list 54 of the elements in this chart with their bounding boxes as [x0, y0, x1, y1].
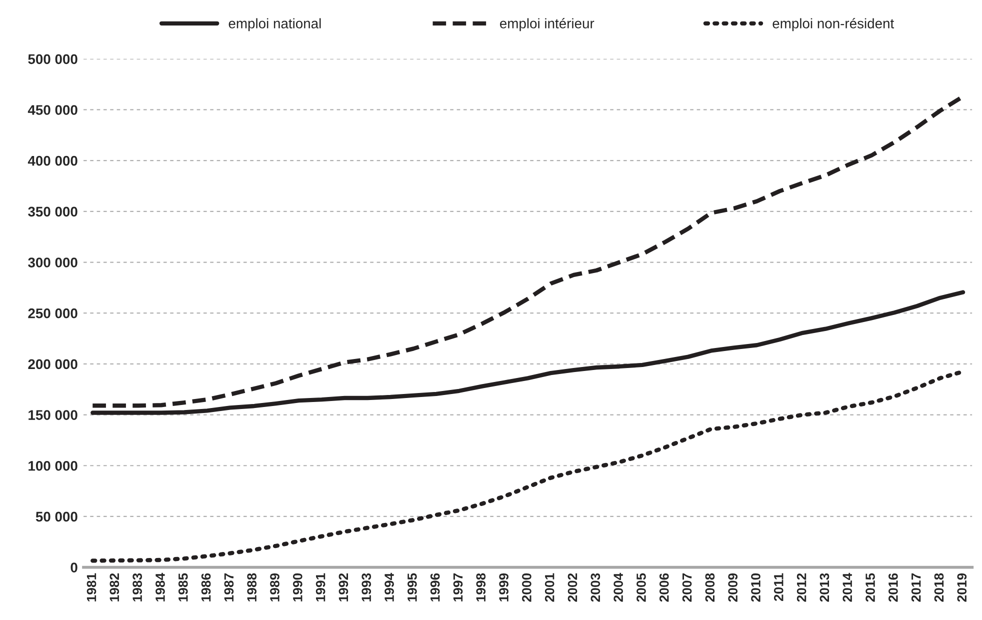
legend-label: emploi national — [228, 18, 321, 32]
x-tick-label: 1983 — [132, 573, 142, 602]
x-tick-label: 2011 — [774, 573, 784, 602]
x-tick-label: 2000 — [522, 573, 532, 602]
line-series — [90, 290, 966, 415]
x-tick-label: 2019 — [957, 573, 967, 602]
x-tick-label: 2009 — [728, 573, 738, 602]
y-tick-label: 450 000 — [28, 105, 78, 115]
x-tick-label: 1997 — [453, 573, 463, 602]
x-tick-label: 1989 — [270, 573, 280, 602]
y-tick-label: 200 000 — [28, 359, 78, 370]
x-tick-label: 2010 — [751, 573, 760, 602]
y-tick-label: 300 000 — [28, 258, 78, 268]
legend-label: emploi intérieur — [500, 18, 594, 32]
x-tick-label: 1984 — [156, 572, 165, 602]
y-tick-label: 0 — [70, 562, 78, 572]
x-tick-label: 2015 — [866, 573, 875, 602]
y-tick-label: 500 000 — [28, 54, 78, 64]
x-tick-label: 2012 — [796, 573, 806, 602]
x-tick-label: 2001 — [544, 573, 554, 602]
x-tick-label: 2016 — [888, 573, 898, 602]
x-tick-label: 1982 — [110, 573, 120, 602]
x-tick-label: 1992 — [338, 573, 348, 602]
x-tick-label: 1988 — [247, 573, 257, 602]
x-tick-label: 1990 — [292, 573, 302, 602]
x-tick-label: 2002 — [568, 573, 578, 602]
x-tick-label: 2014 — [842, 572, 852, 602]
x-tick-label: 1998 — [476, 573, 486, 602]
y-tick-label: 50 000 — [36, 512, 78, 522]
x-tick-label: 2006 — [659, 573, 669, 602]
x-tick-label: 1987 — [224, 573, 234, 602]
y-tick-label: 400 000 — [28, 156, 78, 166]
y-tick-label: 150 000 — [28, 410, 78, 420]
x-tick-label: 1981 — [86, 573, 96, 602]
y-tick-label: 100 000 — [28, 460, 78, 471]
x-tick-label: 2017 — [911, 573, 921, 602]
x-tick-label: 1996 — [430, 573, 440, 602]
x-tick-label: 2013 — [820, 573, 830, 602]
x-tick-label: 1994 — [384, 572, 394, 602]
y-tick-label: 350 000 — [28, 206, 78, 217]
x-tick-label: 1985 — [178, 573, 188, 602]
x-tick-label: 2007 — [682, 573, 692, 602]
y-tick-label: 250 000 — [28, 308, 78, 318]
x-tick-label: 1995 — [408, 573, 417, 602]
x-tick-label: 1986 — [201, 573, 211, 602]
x-tick-label: 2003 — [590, 573, 600, 602]
x-tick-label: 2005 — [636, 573, 646, 602]
x-tick-label: 2004 — [614, 572, 623, 602]
x-tick-label: 2018 — [934, 573, 944, 602]
x-tick-label: 1991 — [316, 573, 326, 602]
x-tick-label: 2008 — [705, 573, 715, 602]
x-tick-label: 1993 — [362, 573, 372, 602]
x-tick-label: 1999 — [499, 573, 508, 602]
legend-label: emploi non-résident — [772, 18, 894, 32]
